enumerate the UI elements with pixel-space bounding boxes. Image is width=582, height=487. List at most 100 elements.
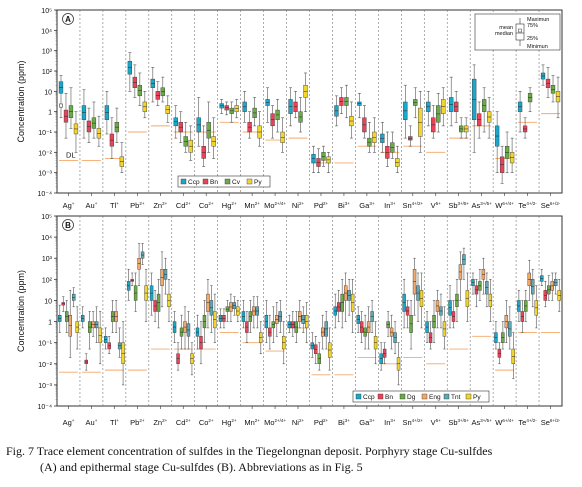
legend-swatch bbox=[224, 178, 231, 185]
y-tick-label: 10⁻⁴ bbox=[38, 404, 53, 411]
legend-swatch bbox=[355, 393, 362, 400]
y-tick-label: 10 bbox=[44, 298, 52, 305]
legend-label: Bn bbox=[210, 179, 218, 186]
y-tick-label: 10⁵ bbox=[41, 214, 52, 221]
x-category-label: Hg2+ bbox=[222, 201, 237, 210]
legend-label: Ccp bbox=[363, 394, 375, 401]
x-category-label: Te4+/2- bbox=[518, 201, 537, 210]
x-category-label: Bi3+ bbox=[338, 418, 350, 427]
legend-label: Bn bbox=[385, 394, 393, 401]
inset-legend-label: 25% bbox=[527, 36, 538, 42]
y-tick-label: 10⁻² bbox=[38, 150, 52, 157]
legend-label: Py bbox=[473, 394, 481, 401]
legend-label: Dg bbox=[407, 394, 416, 401]
inset-legend-label: mean bbox=[499, 25, 513, 31]
x-category-label: As3+/5+ bbox=[472, 201, 493, 210]
detection-limit-label: DL bbox=[66, 150, 76, 159]
legend-swatch bbox=[399, 393, 406, 400]
x-category-label: Hg2+ bbox=[222, 418, 237, 427]
panel-label-circle bbox=[62, 13, 74, 25]
y-axis-label-1: Concentration (ppm) bbox=[16, 270, 26, 352]
x-category-label: Sn4+/2+ bbox=[402, 418, 423, 427]
x-category-label: Pb2+ bbox=[130, 418, 145, 427]
x-category-label: Pd2+ bbox=[314, 418, 329, 427]
x-category-label: Ni2+ bbox=[292, 201, 305, 210]
y-tick-label: 10³ bbox=[42, 49, 53, 56]
legend-label: Py bbox=[254, 179, 262, 186]
x-category-label: Zn2+ bbox=[153, 418, 167, 427]
x-category-label: Sb3+/5+ bbox=[448, 201, 469, 210]
inset-legend-label: 75% bbox=[527, 23, 538, 29]
legend-swatch bbox=[246, 178, 253, 185]
x-category-label: Ag+ bbox=[63, 418, 75, 427]
x-category-label: In3+ bbox=[384, 201, 396, 210]
x-category-label: Te4+/2- bbox=[518, 418, 537, 427]
legend-swatch bbox=[377, 393, 384, 400]
y-tick-label: 1 bbox=[48, 320, 52, 327]
y-tick-label: 10⁻⁴ bbox=[38, 191, 53, 198]
x-category-label: In3+ bbox=[384, 418, 396, 427]
legend-box-1 bbox=[352, 390, 490, 403]
y-axis-label-0: Concentration (ppm) bbox=[16, 60, 26, 142]
x-category-label: Co2+ bbox=[199, 201, 214, 210]
figure-caption-line-2: (A) and epithermal stage Cu-sulfdes (B).… bbox=[40, 460, 363, 474]
y-tick-label: 10⁻³ bbox=[38, 171, 52, 178]
x-category-label: Pb2+ bbox=[130, 201, 145, 210]
y-tick-label: 10² bbox=[42, 277, 53, 284]
x-category-label: Ag+ bbox=[63, 201, 75, 210]
x-category-label: W6+/4+ bbox=[495, 201, 514, 210]
legend-swatch bbox=[202, 178, 209, 185]
legend-label: Eng bbox=[429, 394, 441, 401]
panel-label-circle bbox=[62, 219, 74, 231]
x-category-label: Zn2+ bbox=[153, 201, 167, 210]
y-tick-label: 10 bbox=[44, 89, 52, 96]
panel-label-1: B bbox=[65, 221, 71, 230]
x-category-label: Sn4+/2+ bbox=[402, 201, 423, 210]
legend-label: Tnt bbox=[451, 394, 461, 401]
legend-label: Ccp bbox=[188, 179, 200, 186]
y-tick-label: 10⁻¹ bbox=[38, 130, 52, 137]
y-tick-label: 10⁻¹ bbox=[38, 341, 52, 348]
x-category-label: Sb3+/5+ bbox=[448, 418, 469, 427]
x-category-label: Ga3+ bbox=[359, 201, 375, 210]
figure-caption-line-1: Fig. 7 Trace element concentration of su… bbox=[6, 444, 493, 458]
inset-legend-label: Maximun bbox=[527, 17, 549, 23]
x-category-label: V5+ bbox=[431, 201, 442, 210]
legend-box-0 bbox=[177, 175, 271, 188]
x-category-label: As3+/5+ bbox=[472, 418, 493, 427]
x-category-label: Au+ bbox=[86, 201, 98, 210]
y-tick-label: 10⁻² bbox=[38, 362, 52, 369]
x-category-label: V5+ bbox=[431, 418, 442, 427]
y-tick-label: 10⁵ bbox=[41, 8, 52, 15]
x-category-label: Pd2+ bbox=[314, 201, 329, 210]
y-tick-label: 10² bbox=[42, 69, 53, 76]
panel-label-0: A bbox=[65, 15, 71, 24]
x-category-label: Cd2+ bbox=[176, 418, 191, 427]
x-category-label: Co2+ bbox=[199, 418, 214, 427]
x-category-label: Mn2+ bbox=[244, 418, 260, 427]
x-category-label: Se6+/2- bbox=[541, 201, 561, 210]
inset-legend-label: median bbox=[495, 31, 513, 37]
legend-label: Cv bbox=[232, 179, 241, 186]
legend-swatch bbox=[180, 178, 187, 185]
legend-swatch bbox=[465, 393, 472, 400]
x-category-label: Se6+/2- bbox=[541, 418, 561, 427]
x-category-label: Tl+ bbox=[110, 418, 119, 427]
x-category-label: Ga3+ bbox=[359, 418, 375, 427]
x-category-label: Ni2+ bbox=[292, 418, 305, 427]
y-tick-label: 10⁴ bbox=[41, 28, 52, 35]
y-tick-label: 10³ bbox=[42, 256, 53, 263]
legend-swatch bbox=[443, 393, 450, 400]
x-category-label: Cd2+ bbox=[176, 201, 191, 210]
x-category-label: Mn2+ bbox=[244, 201, 260, 210]
inset-legend-label: Minimun bbox=[527, 44, 548, 50]
box-mean-marker bbox=[59, 103, 63, 108]
x-category-label: W6+/4+ bbox=[495, 418, 514, 427]
y-tick-label: 1 bbox=[48, 110, 52, 117]
y-tick-label: 10⁴ bbox=[41, 235, 52, 242]
legend-swatch bbox=[421, 393, 428, 400]
inset-legend-mean bbox=[518, 28, 522, 33]
plot-frame-1 bbox=[56, 215, 563, 407]
x-category-label: Tl+ bbox=[110, 201, 119, 210]
x-category-label: Au+ bbox=[86, 418, 98, 427]
